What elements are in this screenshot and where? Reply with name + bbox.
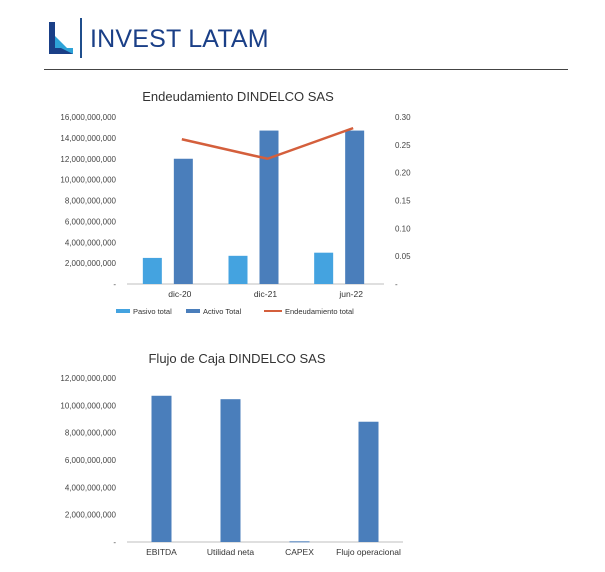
- y2-tick-label: 0.30: [395, 113, 411, 122]
- y-tick-label: -: [113, 538, 116, 547]
- debt-chart: Endeudamiento DINDELCO SAS 16,000,000,00…: [60, 89, 411, 316]
- x-tick-label: EBITDA: [146, 547, 177, 557]
- x-tick-label: Utilidad neta: [207, 547, 255, 557]
- y-tick-label: 8,000,000,000: [65, 197, 117, 206]
- x-tick-label: dic-20: [168, 289, 191, 299]
- bar-pasivo-total: [142, 257, 162, 284]
- y-tick-label: -: [113, 280, 116, 289]
- y-tick-label: 4,000,000,000: [65, 483, 117, 492]
- x-tick-label: Flujo operacional: [336, 547, 401, 557]
- y-tick-label: 14,000,000,000: [60, 134, 116, 143]
- x-tick-label: CAPEX: [285, 547, 314, 557]
- legend-label-pasivo: Pasivo total: [133, 307, 172, 316]
- y-tick-label: 12,000,000,000: [60, 155, 116, 164]
- cashflow-chart-y-axis: 12,000,000,000 10,000,000,000 8,000,000,00…: [60, 374, 116, 547]
- logo-divider: [80, 18, 82, 58]
- bar-activo-total: [345, 130, 365, 284]
- cashflow-chart-title: Flujo de Caja DINDELCO SAS: [148, 351, 325, 366]
- bar-activo-total: [259, 130, 279, 284]
- y-tick-label: 8,000,000,000: [65, 429, 117, 438]
- header-rule: [44, 69, 568, 70]
- bar-utilidad-neta: [220, 399, 241, 542]
- x-tick-label: jun-22: [338, 289, 363, 299]
- bar-flujo-operacional: [358, 421, 379, 542]
- debt-chart-legend: Pasivo total Activo Total Endeudamiento …: [116, 307, 354, 316]
- x-tick-label: dic-21: [254, 289, 277, 299]
- y2-tick-label: 0.10: [395, 224, 411, 233]
- brand-name: INVEST LATAM: [90, 25, 269, 53]
- debt-chart-y-axis: 16,000,000,000 14,000,000,000 12,000,000,0…: [60, 113, 116, 289]
- debt-chart-ratio-line: [181, 126, 354, 161]
- legend-label-activo: Activo Total: [203, 307, 242, 316]
- cashflow-chart-x-ticks: EBITDA Utilidad neta CAPEX Flujo operaciona…: [146, 547, 401, 557]
- y2-tick-label: -: [395, 280, 398, 289]
- bar-ebitda: [151, 395, 172, 542]
- bar-pasivo-total: [314, 252, 334, 284]
- y-tick-label: 12,000,000,000: [60, 374, 116, 383]
- y-tick-label: 16,000,000,000: [60, 113, 116, 122]
- y2-tick-label: 0.05: [395, 252, 411, 261]
- y2-tick-label: 0.15: [395, 197, 411, 206]
- y2-tick-label: 0.20: [395, 169, 411, 178]
- y-tick-label: 6,000,000,000: [65, 456, 117, 465]
- cashflow-chart-bars: [151, 395, 379, 543]
- y-tick-label: 4,000,000,000: [65, 238, 117, 247]
- y-tick-label: 2,000,000,000: [65, 511, 117, 520]
- y-tick-label: 6,000,000,000: [65, 217, 117, 226]
- bar-capex: [289, 541, 310, 543]
- y-tick-label: 2,000,000,000: [65, 259, 117, 268]
- y-tick-label: 10,000,000,000: [60, 401, 116, 410]
- ratio-line: [181, 126, 354, 161]
- cashflow-chart: Flujo de Caja DINDELCO SAS 12,000,000,00…: [60, 351, 403, 557]
- y-tick-label: 10,000,000,000: [60, 176, 116, 185]
- debt-chart-y2-axis: 0.30 0.25 0.20 0.15 0.10 0.05 -: [395, 113, 411, 289]
- page-header: INVEST LATAM: [0, 0, 605, 72]
- legend-swatch-pasivo: [116, 309, 130, 313]
- debt-chart-x-ticks: dic-20 dic-21 jun-22: [168, 289, 363, 299]
- bar-pasivo-total: [228, 255, 248, 284]
- legend-swatch-activo: [186, 309, 200, 313]
- bar-activo-total: [173, 158, 193, 284]
- y2-tick-label: 0.25: [395, 141, 411, 150]
- debt-chart-title: Endeudamiento DINDELCO SAS: [142, 89, 334, 104]
- invest-latam-logo-icon: [49, 22, 73, 54]
- debt-chart-bars: [142, 130, 365, 284]
- legend-label-ratio: Endeudamiento total: [285, 307, 354, 316]
